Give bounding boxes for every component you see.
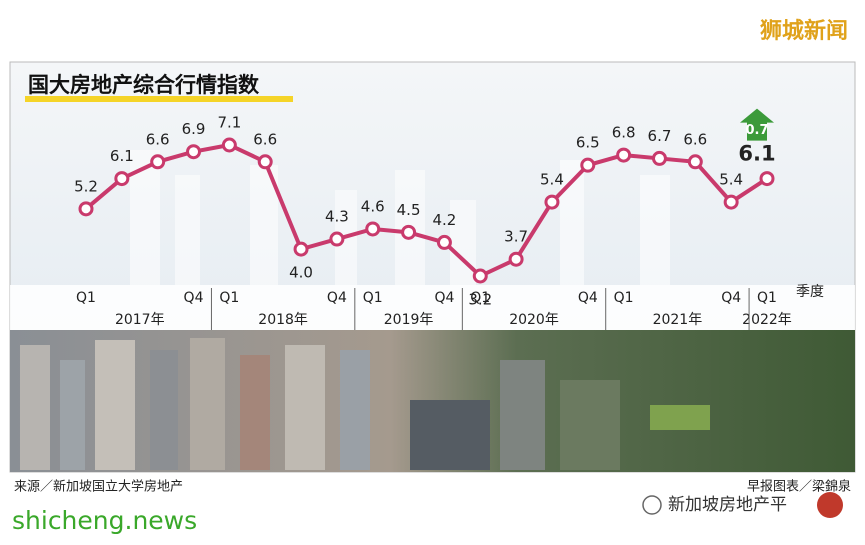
data-point [114, 171, 130, 187]
year-label: 2019年 [384, 312, 434, 328]
data-point [651, 150, 667, 166]
data-label: 3.2 [468, 291, 492, 309]
x-axis-label: 季度 [796, 284, 824, 300]
x-tick-label: Q4 [434, 290, 454, 306]
data-point [186, 144, 202, 160]
title-underline [25, 96, 293, 102]
data-label: 7.1 [217, 114, 241, 132]
data-point [365, 221, 381, 237]
data-label: 6.5 [576, 134, 600, 152]
axis-band [10, 285, 855, 330]
watermark: shicheng.news [12, 506, 197, 535]
data-point [150, 154, 166, 170]
x-tick-label: Q4 [184, 290, 204, 306]
data-point [544, 194, 560, 210]
chart-title: 国大房地产综合行情指数 [28, 73, 260, 97]
data-point [329, 231, 345, 247]
logo [817, 492, 843, 518]
x-tick-label: Q4 [721, 290, 741, 306]
data-label: 6.1 [110, 147, 134, 165]
data-point [293, 241, 309, 257]
x-tick-label: Q1 [76, 290, 96, 306]
data-label: 6.6 [683, 130, 707, 148]
year-label: 2022年 [742, 312, 792, 328]
x-tick-label: Q4 [578, 290, 598, 306]
x-tick-label: Q1 [363, 290, 383, 306]
city-blocks [20, 338, 710, 470]
data-label: 5.2 [74, 177, 98, 195]
data-label: 6.8 [612, 124, 636, 142]
data-label: 6.1 [738, 142, 775, 166]
data-label: 4.2 [432, 211, 456, 229]
year-label: 2021年 [653, 312, 703, 328]
x-tick-label: Q1 [470, 290, 490, 306]
watermark: 狮城新闻 [760, 18, 848, 44]
data-point [78, 201, 94, 217]
data-point [401, 224, 417, 240]
credit: 早报图表／梁錦泉 [747, 479, 851, 495]
data-point [436, 234, 452, 250]
data-point [508, 251, 524, 267]
data-label: 5.4 [540, 171, 564, 189]
year-label: 2017年 [115, 312, 165, 328]
year-label: 2018年 [258, 312, 308, 328]
x-tick-label: Q1 [219, 290, 239, 306]
data-label: 4.6 [361, 197, 385, 215]
data-label: 6.6 [146, 130, 170, 148]
source: 来源／新加坡国立大学房地产 [14, 479, 183, 495]
year-label: 2020年 [509, 312, 559, 328]
watermark: 新加坡房地产平 [668, 495, 787, 515]
data-label: 6.6 [253, 130, 277, 148]
annotation-arrow [740, 108, 774, 141]
data-label: 4.0 [289, 264, 313, 282]
data-label: 4.5 [397, 201, 421, 219]
data-point [257, 154, 273, 170]
x-tick-label: Q1 [614, 290, 634, 306]
data-point [723, 194, 739, 210]
x-tick-label: Q4 [327, 290, 347, 306]
data-point [687, 154, 703, 170]
wechat-icon [642, 495, 662, 515]
data-point [580, 157, 596, 173]
data-point [472, 268, 488, 284]
data-label: 6.7 [648, 127, 672, 145]
data-point [759, 171, 775, 187]
data-label: 4.3 [325, 208, 349, 226]
annotation: 0.7 [745, 123, 768, 138]
data-label: 5.4 [719, 171, 743, 189]
x-tick-label: Q1 [757, 290, 777, 306]
data-label: 6.9 [182, 120, 206, 138]
data-label: 3.7 [504, 228, 528, 246]
data-point [221, 137, 237, 153]
data-point [616, 147, 632, 163]
